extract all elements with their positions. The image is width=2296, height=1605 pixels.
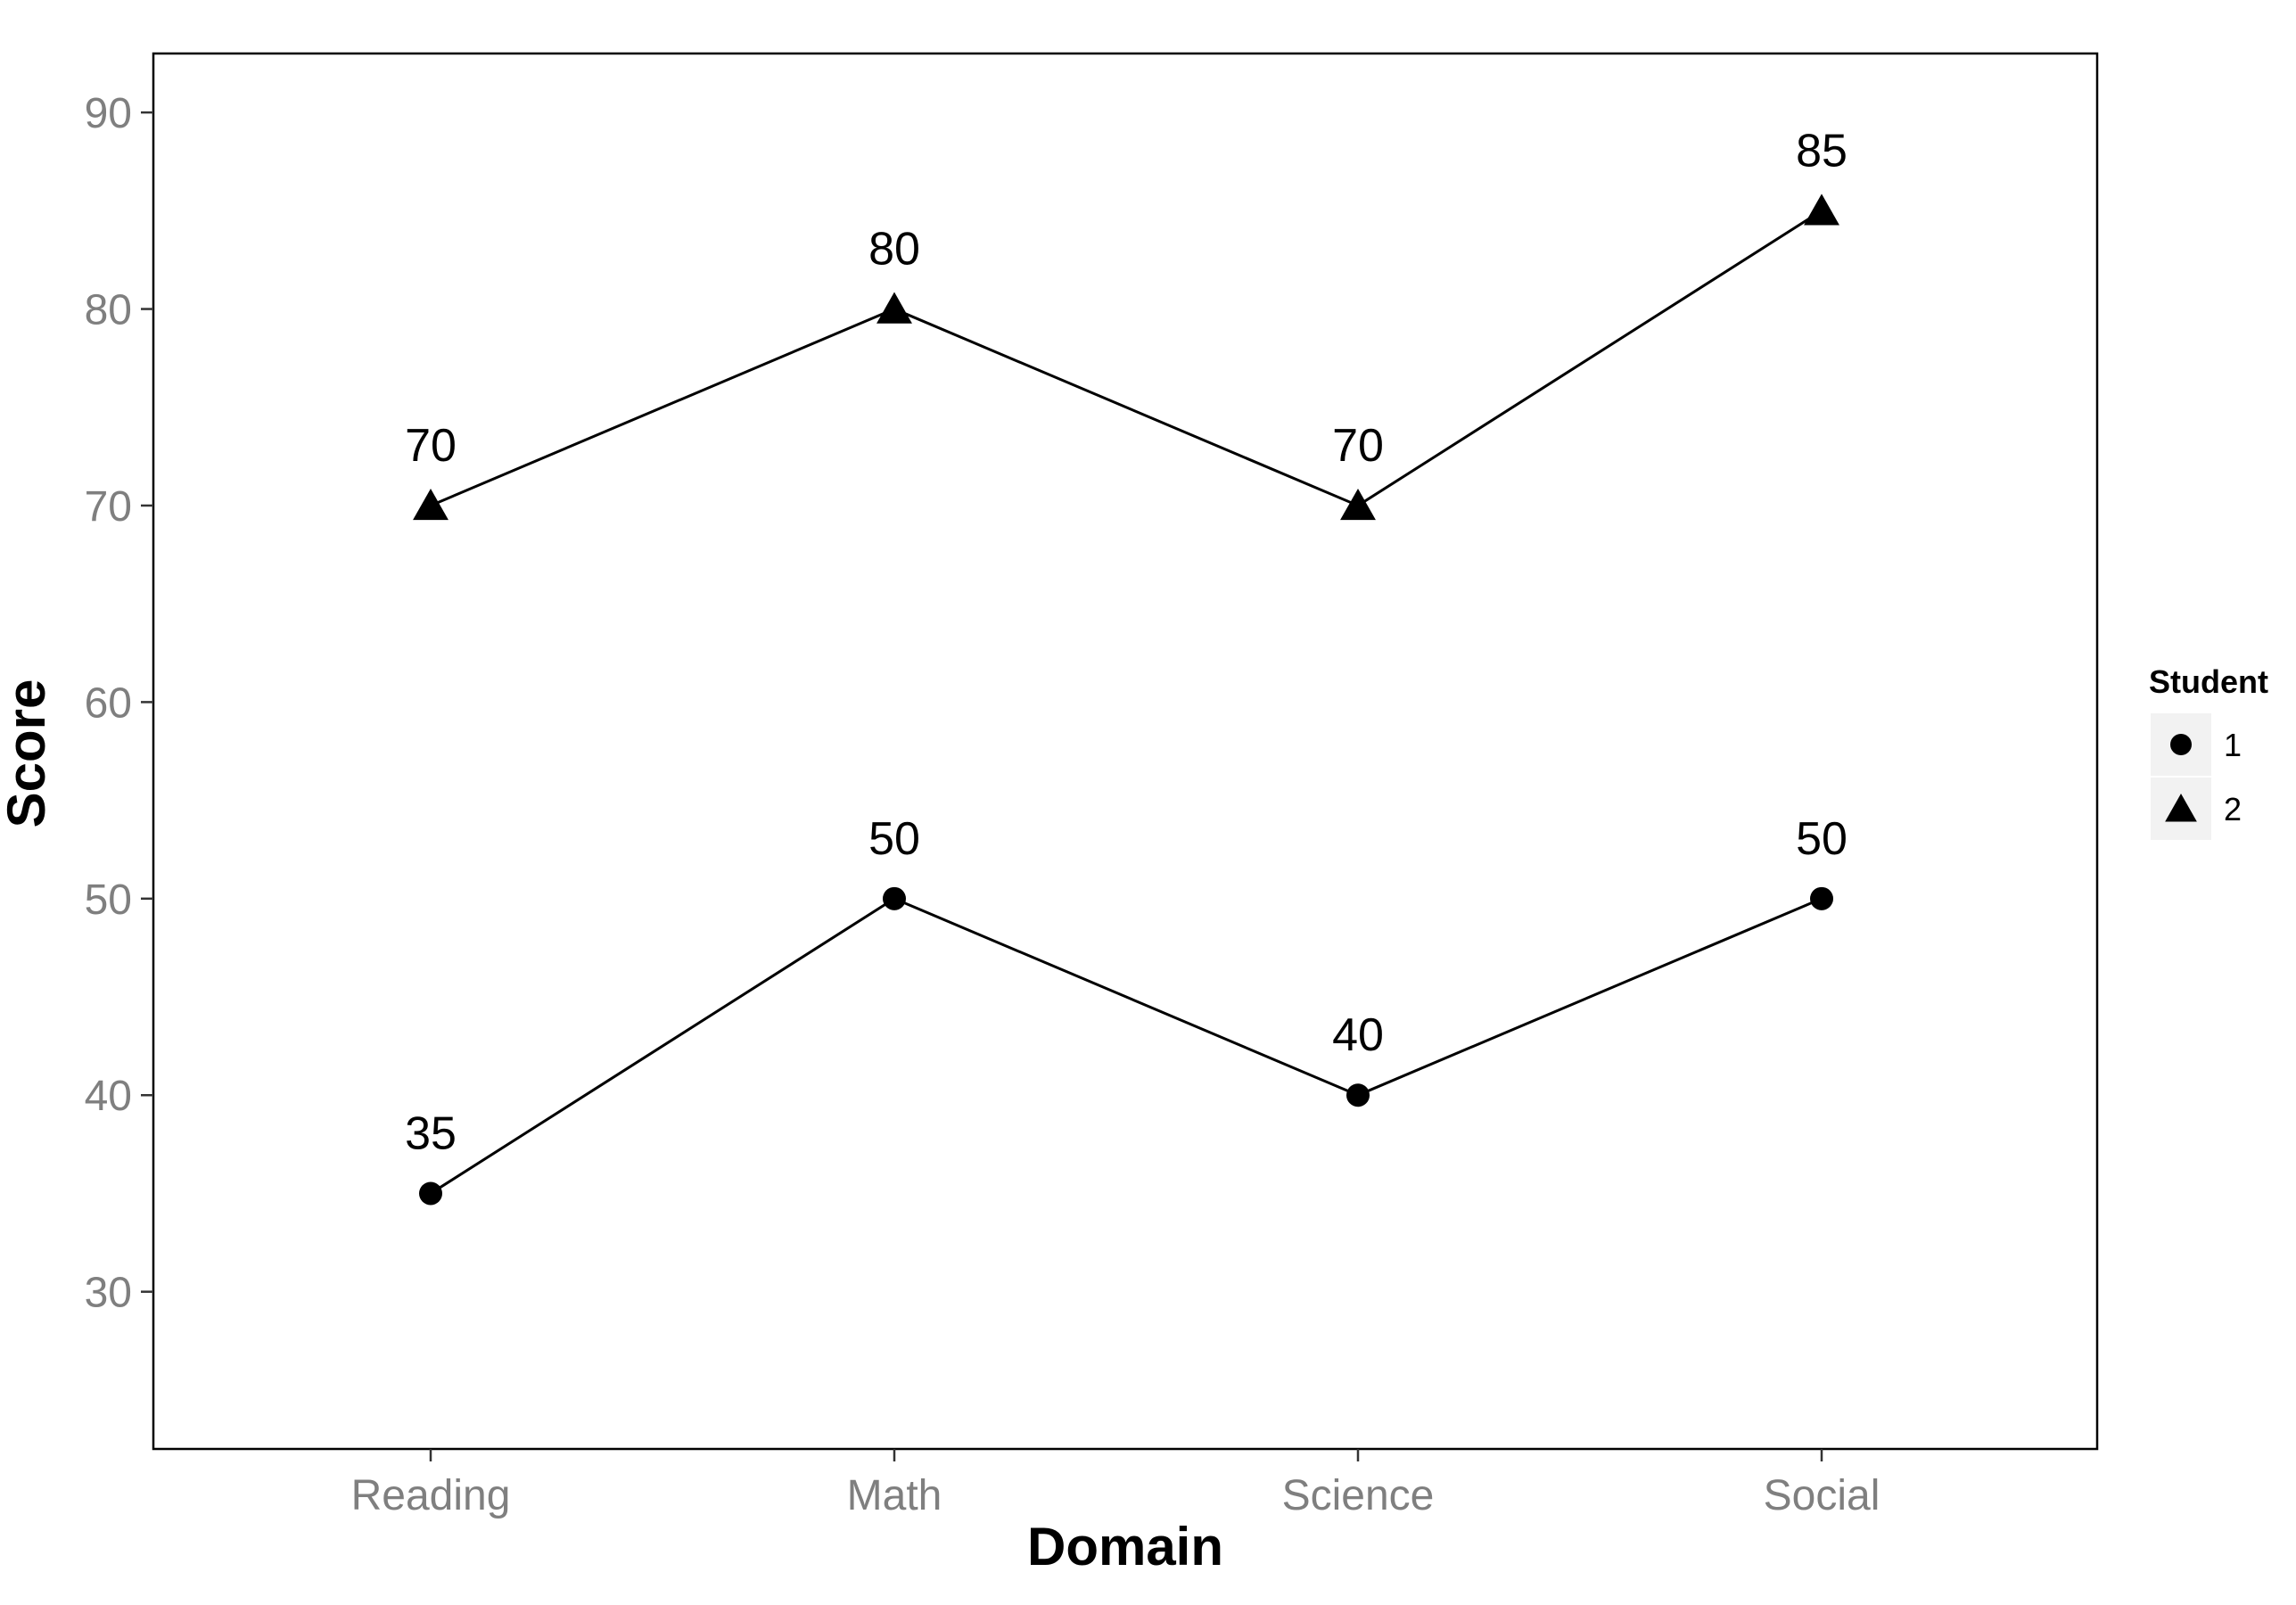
y-tick-label: 40 (85, 1073, 132, 1120)
series-2-point (1804, 193, 1839, 226)
y-tick-label: 80 (85, 287, 132, 334)
legend-circle-marker (2170, 734, 2192, 755)
y-tick-label: 60 (85, 679, 132, 727)
series-1-data-label: 50 (868, 813, 920, 865)
legend-entry-label: 1 (2224, 727, 2242, 763)
series-1-data-label: 40 (1332, 1009, 1384, 1061)
series-group (413, 193, 1839, 1206)
series-1-data-label: 50 (1796, 813, 1847, 865)
series-1-point (1810, 886, 1833, 910)
series-2-data-label: 80 (868, 224, 920, 276)
plot-panel-border (152, 52, 2099, 1451)
y-axis: 30 40 50 60 70 80 90 (85, 90, 153, 1317)
series-1-point (419, 1181, 442, 1206)
series-2-data-label: 70 (405, 420, 457, 472)
y-axis-title: Score (0, 679, 56, 828)
series-2-point (1340, 488, 1376, 521)
legend-triangle-marker (2165, 794, 2197, 822)
x-tick-label: Social (1764, 1472, 1880, 1519)
series-2-data-label: 70 (1332, 420, 1384, 472)
legend: Student 1 2 (2149, 663, 2268, 840)
data-labels: 35 50 40 50 70 80 70 85 (405, 125, 1847, 1159)
series-1-point (1346, 1083, 1370, 1107)
series-2-point (876, 292, 912, 324)
y-tick-label: 30 (85, 1270, 132, 1317)
legend-title: Student (2149, 663, 2268, 700)
y-tick-label: 50 (85, 877, 132, 924)
y-tick-label: 90 (85, 90, 132, 137)
series-1-data-label: 35 (405, 1107, 457, 1159)
series-2-point (413, 488, 449, 521)
x-tick-label: Reading (351, 1472, 511, 1519)
series-2-data-label: 85 (1796, 125, 1847, 177)
legend-entry-label: 2 (2224, 791, 2242, 827)
series-1-point (883, 886, 906, 910)
series-1-line (430, 897, 1823, 1195)
x-axis: Reading Math Science Social (351, 1449, 1880, 1519)
x-tick-label: Science (1282, 1472, 1435, 1519)
x-tick-label: Math (847, 1472, 942, 1519)
y-tick-label: 70 (85, 483, 132, 531)
plot-panel (152, 52, 2099, 1451)
x-axis-title: Domain (1027, 1517, 1223, 1576)
series-2-line (430, 210, 1823, 507)
